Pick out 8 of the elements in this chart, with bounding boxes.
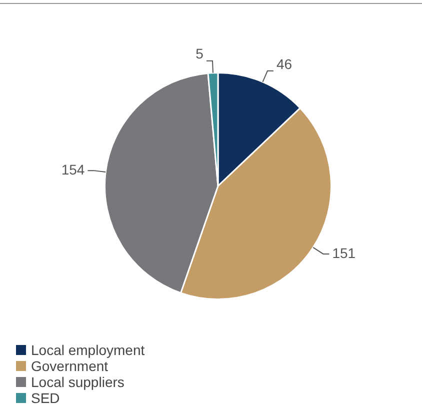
data-label: 151 bbox=[332, 244, 356, 261]
legend-label: SED bbox=[31, 390, 60, 406]
data-label: 154 bbox=[61, 161, 85, 178]
legend-label: Local employment bbox=[31, 342, 145, 358]
legend-label: Local suppliers bbox=[31, 374, 124, 390]
legend-label: Government bbox=[31, 358, 108, 374]
data-label: 46 bbox=[276, 56, 292, 72]
data-label: 5 bbox=[196, 46, 204, 62]
